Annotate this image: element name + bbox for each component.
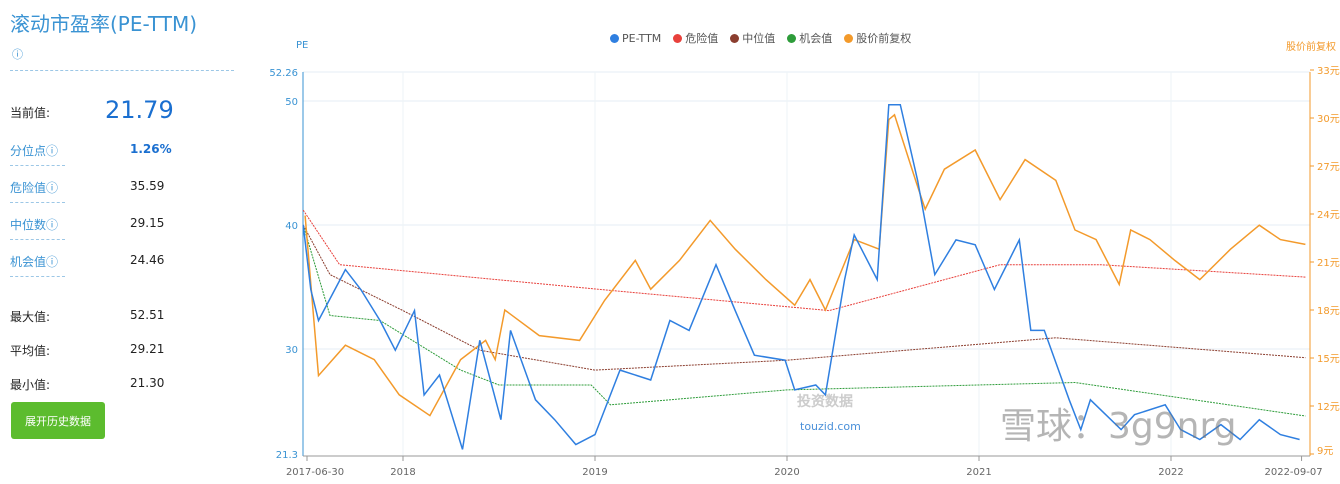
- expand-history-button[interactable]: 展开历史数据: [11, 402, 105, 439]
- y2-tick-label: 30元: [1317, 114, 1340, 125]
- right-axis-title: 股价前复权: [1286, 40, 1336, 53]
- watermark-site-cn: 投资数据: [797, 394, 853, 410]
- legend-label: 股价前复权: [856, 32, 912, 45]
- pe-summary-panel: 滚动市盈率(PE-TTM) ⓘ 当前值: 21.79 分位点ⓘ 1.26% 危险值…: [0, 0, 245, 484]
- y2-tick-label: 24元: [1317, 210, 1340, 221]
- percentile-link[interactable]: 分位点ⓘ: [10, 142, 65, 166]
- watermark-xueqiu: 雪球：3g9nrg: [1000, 406, 1237, 447]
- legend-marker: [673, 33, 683, 43]
- current-value: 21.79: [105, 96, 174, 124]
- series-line-opportunity: [302, 224, 1306, 417]
- x-tick-label: 2018: [390, 467, 415, 478]
- y-tick-label: 50: [285, 97, 298, 108]
- legend-marker: [610, 33, 619, 43]
- avg-value: 29.21: [130, 342, 165, 356]
- max-label: 最大值:: [10, 310, 51, 324]
- legend-item-price[interactable]: 股价前复权: [844, 30, 911, 46]
- legend-label: 危险值: [685, 32, 719, 45]
- y-tick-label: 40: [285, 221, 298, 232]
- legend-marker: [787, 33, 797, 43]
- series-line-median: [302, 224, 1306, 371]
- max-value: 52.51: [130, 308, 165, 322]
- y-tick-label: 52.26: [269, 68, 298, 79]
- opportunity-value: 24.46: [130, 253, 165, 267]
- median-link[interactable]: 中位数ⓘ: [10, 216, 65, 240]
- legend-label: 中位值: [742, 32, 776, 45]
- legend-marker: [730, 33, 740, 43]
- danger-link[interactable]: 危险值ⓘ: [10, 179, 65, 203]
- legend-label: 机会值: [799, 32, 833, 45]
- y-tick-label: 30: [285, 345, 298, 356]
- y2-tick-label: 15元: [1317, 354, 1340, 365]
- danger-value: 35.59: [130, 179, 165, 193]
- legend-item-opportunity[interactable]: 机会值: [787, 30, 832, 46]
- x-tick-label: 2020: [774, 467, 799, 478]
- series-line-price: [304, 113, 1306, 417]
- x-tick-label: 2021: [966, 467, 991, 478]
- y2-tick-label: 33元: [1317, 66, 1340, 77]
- percentile-value: 1.26%: [130, 142, 172, 156]
- min-label: 最小值:: [10, 378, 51, 392]
- series-line-danger: [302, 209, 1306, 312]
- min-value: 21.30: [130, 376, 165, 390]
- info-icon[interactable]: ⓘ: [12, 48, 23, 61]
- legend-label: PE-TTM: [622, 31, 662, 45]
- current-label: 当前值:: [10, 106, 51, 120]
- y2-tick-label: 27元: [1317, 162, 1340, 173]
- x-tick-label: 2022-09-07: [1264, 467, 1322, 478]
- x-tick-label: 2017-06-30: [286, 467, 344, 478]
- left-axis-title: PE: [296, 40, 308, 51]
- legend-marker: [844, 33, 854, 43]
- x-tick-label: 2019: [582, 467, 607, 478]
- x-tick-label: 2022: [1158, 467, 1183, 478]
- y2-tick-label: 9元: [1317, 446, 1333, 457]
- legend-item-pe[interactable]: PE-TTM: [610, 30, 661, 46]
- avg-label: 平均值:: [10, 344, 51, 358]
- y-tick-label: 21.3: [276, 450, 298, 461]
- divider: [10, 70, 234, 71]
- opportunity-link[interactable]: 机会值ⓘ: [10, 253, 65, 277]
- panel-title: 滚动市盈率(PE-TTM): [10, 12, 198, 36]
- median-value: 29.15: [130, 216, 165, 230]
- y2-tick-label: 21元: [1317, 258, 1340, 269]
- y2-tick-label: 12元: [1317, 402, 1340, 413]
- legend-item-danger[interactable]: 危险值: [673, 30, 718, 46]
- watermark-site: touzid.com: [800, 420, 861, 433]
- chart-legend: PE-TTM 危险值 中位值 机会值 股价前复权: [610, 30, 911, 46]
- legend-item-median[interactable]: 中位值: [730, 30, 775, 46]
- y2-tick-label: 18元: [1317, 306, 1340, 317]
- series-line-pe: [302, 103, 1300, 450]
